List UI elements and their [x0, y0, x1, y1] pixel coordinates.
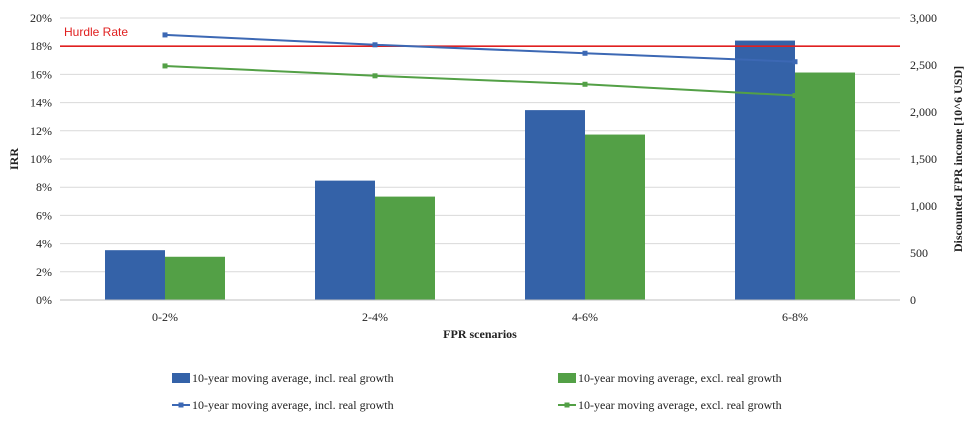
legend-label: 10-year moving average, excl. real growt…: [578, 398, 782, 412]
legend-label: 10-year moving average, excl. real growt…: [578, 371, 782, 385]
y-left-tick-label: 14%: [30, 96, 52, 110]
line-marker: [372, 73, 378, 79]
bars: [105, 40, 855, 301]
bar: [795, 72, 855, 301]
y-left-tick-label: 4%: [36, 237, 52, 251]
y-left-tick-label: 0%: [36, 293, 52, 307]
legend-label: 10-year moving average, incl. real growt…: [192, 398, 394, 412]
line-marker: [582, 81, 588, 87]
x-tick-label: 2-4%: [362, 310, 388, 324]
legend-marker: [564, 402, 570, 408]
y-right-tick-label: 0: [910, 293, 916, 307]
bar: [375, 196, 435, 300]
x-axis-title: FPR scenarios: [443, 327, 517, 341]
bar: [315, 180, 375, 300]
y-left-tick-label: 6%: [36, 208, 52, 222]
line-marker: [792, 93, 798, 99]
y-right-tick-label: 3,000: [910, 11, 937, 25]
x-tick-label: 4-6%: [572, 310, 598, 324]
hurdle-rate: Hurdle Rate: [60, 25, 900, 48]
legend-swatch: [172, 373, 190, 383]
y-left-tick-label: 18%: [30, 39, 52, 53]
bar: [525, 110, 585, 301]
y-right-tick-label: 1,500: [910, 152, 937, 166]
y-left-tick-label: 10%: [30, 152, 52, 166]
x-tick-label: 6-8%: [782, 310, 808, 324]
line-series: [162, 32, 798, 99]
y-axis-left-title: IRR: [7, 148, 21, 170]
y-right-tick-label: 500: [910, 246, 928, 260]
bar: [165, 256, 225, 300]
series-line: [164, 64, 796, 97]
legend-label: 10-year moving average, incl. real growt…: [192, 371, 394, 385]
series-line: [164, 33, 796, 63]
legend: 10-year moving average, incl. real growt…: [172, 371, 782, 412]
line-marker: [162, 63, 168, 69]
y-left-tick-label: 12%: [30, 124, 52, 138]
tick-labels: 0% 2% 4% 6% 8% 10% 12% 14% 16% 18% 20% 0 500 1,000 1,5…: [30, 11, 937, 324]
line-marker: [372, 42, 378, 48]
y-left-tick-label: 2%: [36, 265, 52, 279]
y-left-tick-label: 20%: [30, 11, 52, 25]
line-marker: [792, 59, 798, 65]
line-marker: [582, 50, 588, 56]
line-marker: [162, 32, 168, 38]
bar: [735, 40, 795, 301]
legend-swatch: [558, 373, 576, 383]
y-left-tick-label: 8%: [36, 180, 52, 194]
legend-marker: [178, 402, 184, 408]
y-right-tick-label: 1,000: [910, 199, 937, 213]
hurdle-rate-label: Hurdle Rate: [64, 25, 128, 39]
y-right-tick-label: 2,500: [910, 58, 937, 72]
bar: [585, 134, 645, 300]
y-left-tick-label: 16%: [30, 67, 52, 81]
x-tick-label: 0-2%: [152, 310, 178, 324]
y-axis-right-title: Discounted FPR income [10^6 USD]: [951, 66, 965, 252]
y-right-tick-label: 2,000: [910, 105, 937, 119]
bar: [105, 250, 165, 300]
